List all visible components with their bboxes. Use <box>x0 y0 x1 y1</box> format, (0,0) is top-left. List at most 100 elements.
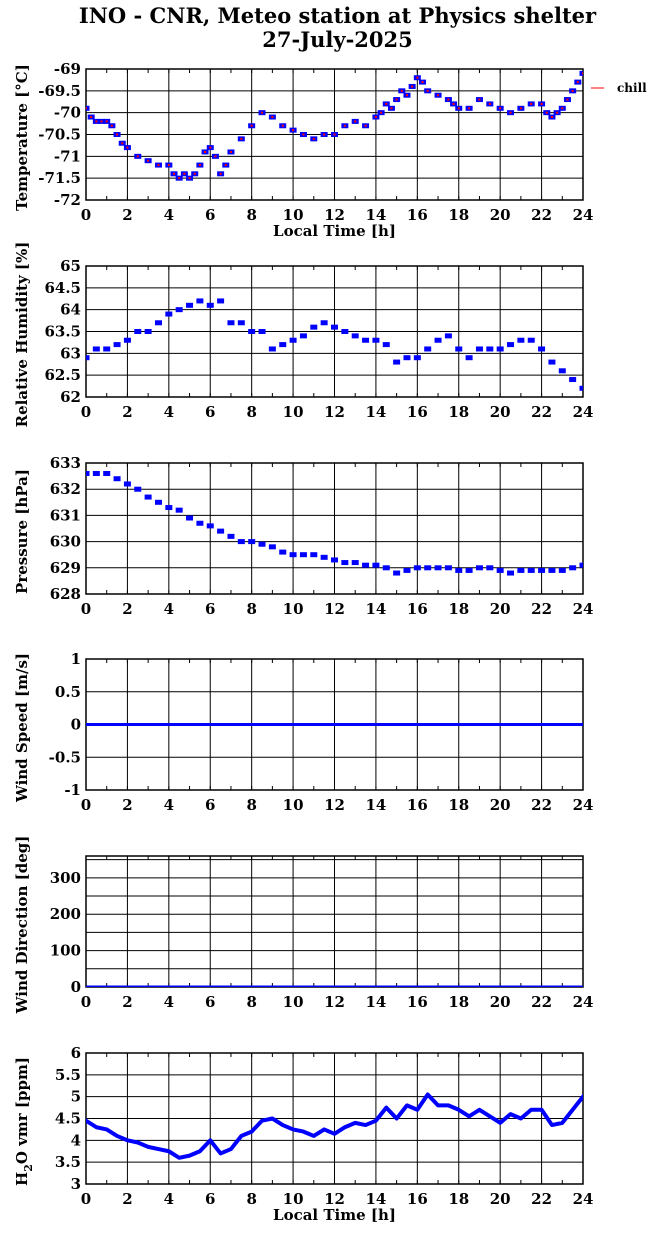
x-tick-label: 12 <box>324 1190 345 1208</box>
data-point <box>509 111 512 114</box>
x-tick-label: 0 <box>81 206 91 224</box>
data-point <box>579 562 583 568</box>
data-point <box>385 102 388 105</box>
x-tick-label: 0 <box>81 600 91 618</box>
y-tick-label: 300 <box>50 869 81 887</box>
data-point <box>123 481 131 487</box>
x-tick-label: 10 <box>283 1190 304 1208</box>
x-tick-label: 12 <box>324 993 345 1011</box>
data-point <box>499 107 502 110</box>
x-tick-label: 24 <box>573 796 594 814</box>
x-tick-label: 10 <box>283 993 304 1011</box>
data-point <box>403 355 411 361</box>
data-point <box>413 565 421 571</box>
series-group <box>86 70 583 181</box>
x-tick-label: 22 <box>531 403 552 421</box>
series-group <box>86 298 583 391</box>
data-point <box>393 359 401 365</box>
x-tick-label: 14 <box>365 796 386 814</box>
x-tick-label: 22 <box>531 600 552 618</box>
x-tick-label: 16 <box>407 600 428 618</box>
x-tick-label: 20 <box>490 206 511 224</box>
y-tick-label: 0.5 <box>55 683 81 701</box>
data-point <box>248 539 256 545</box>
x-tick-label: 24 <box>573 600 594 618</box>
chart-title-line2: 27-July-2025 <box>262 27 413 52</box>
chart-title-line1: INO - CNR, Meteo station at Physics shel… <box>78 3 597 28</box>
x-tick-label: 20 <box>490 403 511 421</box>
series-group <box>86 1092 583 1160</box>
x-tick-label: 8 <box>246 1190 256 1208</box>
data-point <box>550 116 553 119</box>
data-point <box>268 346 276 352</box>
data-point <box>343 124 346 127</box>
data-point <box>331 557 338 563</box>
y-tick-label: -71 <box>54 147 81 165</box>
y-tick-label: -71.5 <box>38 169 81 187</box>
data-point <box>362 562 370 568</box>
legend-label: chill <box>617 81 647 95</box>
data-point <box>186 515 194 521</box>
data-point <box>227 533 235 539</box>
x-tick-label: 10 <box>283 403 304 421</box>
y-tick-label: 633 <box>50 454 81 472</box>
data-point <box>548 359 556 365</box>
x-tick-label: 18 <box>448 600 469 618</box>
x-tick-label: 2 <box>122 993 132 1011</box>
data-point <box>486 565 494 571</box>
data-point <box>556 111 559 114</box>
data-point <box>558 368 566 374</box>
data-point <box>475 565 483 571</box>
data-point <box>134 329 142 334</box>
data-point <box>382 342 390 348</box>
data-point <box>299 333 307 339</box>
x-tick-label: 20 <box>490 796 511 814</box>
data-point <box>271 116 274 119</box>
y-axis-label: Pressure [hPa] <box>13 469 31 594</box>
y-axis-label: Relative Humidity [%] <box>13 242 31 428</box>
data-point <box>310 552 318 558</box>
data-point <box>302 133 305 136</box>
data-point <box>413 355 421 361</box>
y-tick-label: 64.5 <box>44 279 81 297</box>
data-point <box>113 342 121 348</box>
x-tick-label: 18 <box>448 403 469 421</box>
data-point <box>496 346 504 352</box>
x-tick-label: 14 <box>365 600 386 618</box>
data-point <box>103 346 111 352</box>
x-tick-label: 2 <box>122 600 132 618</box>
y-tick-label: 1 <box>71 650 81 668</box>
y-axis-label: H2O vmr [ppm] <box>13 1057 35 1186</box>
x-axis-label: Local Time [h] <box>273 222 396 240</box>
x-tick-label: 6 <box>205 796 215 814</box>
data-point <box>217 298 225 304</box>
y-tick-label: 629 <box>50 559 81 577</box>
data-point <box>331 324 338 330</box>
data-point <box>579 70 583 76</box>
y-tick-label: 63.5 <box>44 323 81 341</box>
data-point <box>198 164 201 167</box>
data-point <box>86 105 90 111</box>
data-point <box>426 89 429 92</box>
data-point <box>569 377 577 383</box>
y-tick-label: 6 <box>71 1044 81 1062</box>
y-tick-label: 63 <box>60 344 81 362</box>
panel-humidity: 0 2 4 6 8 10 12 14 16 18 20 22 246262.56363.56464.56… <box>13 242 593 428</box>
x-tick-label: 14 <box>365 403 386 421</box>
data-point <box>455 567 463 573</box>
data-point <box>289 337 297 343</box>
x-tick-label: 14 <box>365 993 386 1011</box>
x-tick-label: 12 <box>324 403 345 421</box>
data-point <box>126 146 129 149</box>
y-tick-label: 3 <box>71 1175 81 1193</box>
data-point <box>183 172 186 175</box>
data-point <box>374 116 377 119</box>
data-point <box>457 107 460 110</box>
data-point <box>424 346 432 352</box>
data-point <box>416 76 419 79</box>
x-tick-label: 24 <box>573 1190 594 1208</box>
data-point <box>248 329 256 334</box>
data-point <box>92 470 100 476</box>
data-point <box>121 142 124 145</box>
x-tick-label: 8 <box>246 993 256 1011</box>
